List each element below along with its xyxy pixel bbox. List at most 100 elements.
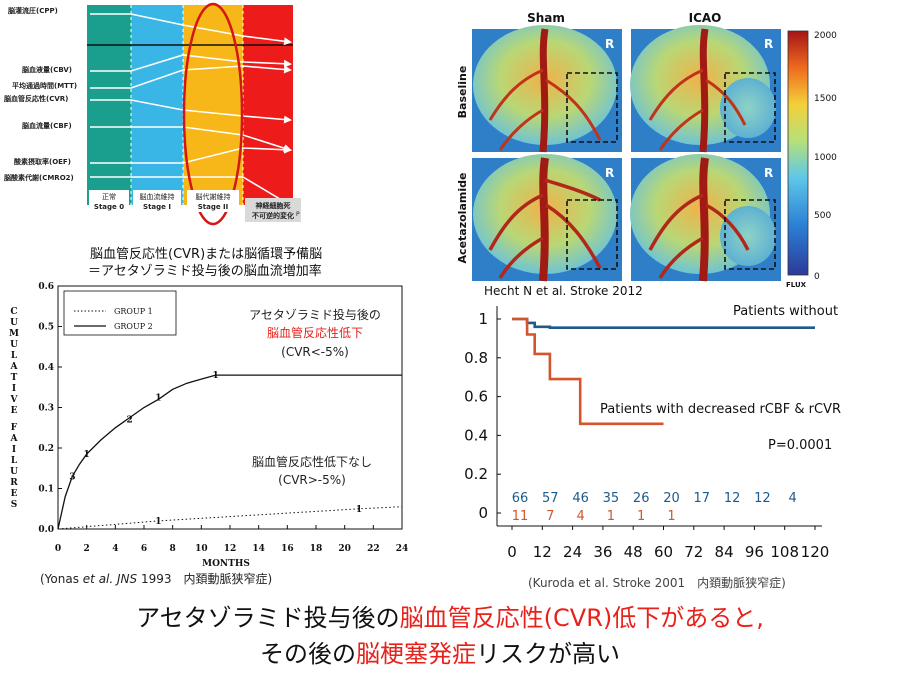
annotation-low-cvr-line2: 脳血管反応性低下 xyxy=(267,325,363,340)
cmro2-arrow xyxy=(90,176,292,207)
at-risk-without-value: 12 xyxy=(754,491,771,506)
axis-end-label: P xyxy=(296,211,300,218)
stage3-label-box xyxy=(245,198,301,222)
stage2-label-line2: Stage II xyxy=(198,203,229,211)
flux-col-label-icao: ICAO xyxy=(689,11,722,25)
colorbar-tick: 500 xyxy=(814,211,831,221)
stage3-label-line2: 不可逆的変化 xyxy=(252,211,294,220)
param-label-cpp: 脳灌流圧(CPP) xyxy=(7,6,58,15)
y-tick-label: 0.8 xyxy=(464,349,488,367)
at-risk-with-value: 1 xyxy=(667,509,675,524)
legend: GROUP 1 GROUP 2 xyxy=(63,290,177,336)
parameter-arrows xyxy=(90,13,292,207)
at-risk-without-value: 57 xyxy=(542,491,559,506)
y-tick-label: 0.1 xyxy=(38,485,54,495)
series-line-group1 xyxy=(57,506,403,530)
series-line-group2 xyxy=(57,374,402,530)
param-label-cbf: 脳血流量(CBF) xyxy=(21,121,72,130)
y-tick-label: 1 xyxy=(478,310,488,328)
annotation-low-cvr-line3: (CVR<-5%) xyxy=(281,345,349,359)
y-tick-label: 0.3 xyxy=(38,404,54,414)
at-risk-without-value: 4 xyxy=(789,491,797,506)
stage3-label-line1: 神経細胞死 xyxy=(256,201,291,210)
oef-arrow xyxy=(90,145,292,164)
cvr-definition-line1: 脳血管反応性(CVR)または脳循環予備脳 xyxy=(90,246,322,262)
colorbar-tick: 0 xyxy=(814,272,820,282)
at-risk-without-value: 12 xyxy=(724,491,741,506)
annotation-low-cvr-line1: アセタゾラミド投与後の xyxy=(249,307,381,322)
stage2-label-box xyxy=(187,190,239,212)
annotation-normal-line1: 脳血管反応性低下なし xyxy=(252,454,372,469)
at-risk-with-value: 1 xyxy=(637,509,645,524)
flux-map-icao-baseline: R xyxy=(630,25,781,153)
at-risk-without-value: 26 xyxy=(633,491,650,506)
stage2-label-line1: 脳代謝維持 xyxy=(196,192,231,201)
at-risk-with-value: 7 xyxy=(546,509,554,524)
flux-colorbar xyxy=(787,30,809,276)
x-tick-label: 12 xyxy=(224,544,237,554)
stage3-band xyxy=(243,5,293,205)
series-line-without xyxy=(512,317,815,329)
series-label-without: Patients without xyxy=(733,304,838,319)
x-tick-label: 120 xyxy=(801,543,830,561)
x-tick-label: 20 xyxy=(338,544,351,554)
event-mark-group2: 2 xyxy=(127,416,133,426)
flux-map-panel: Sham ICAO Baseline Acetazolamide R R xyxy=(456,11,837,298)
stage2-highlight-ellipse xyxy=(182,2,244,226)
stage1-label-line1: 脳血流維持 xyxy=(140,192,175,201)
x-tick-label: 96 xyxy=(745,543,764,561)
kuroda-event-free-chart: 00.20.40.60.81 0 12 24 36 48 60 72 84 96 108 120 P… xyxy=(464,304,841,590)
series-line-with xyxy=(512,317,664,426)
legend-label-group2: GROUP 2 xyxy=(114,322,153,331)
annotation-normal-line2: (CVR>-5%) xyxy=(278,473,346,487)
event-mark-group1: 1 xyxy=(356,505,362,515)
colorbar-tick: 1000 xyxy=(814,153,837,163)
legend-box xyxy=(63,290,177,336)
at-risk-without-value: 66 xyxy=(512,491,529,506)
x-axis-title: MONTHS xyxy=(202,559,250,569)
flux-row-label-baseline: Baseline xyxy=(456,66,469,119)
at-risk-without-value: 17 xyxy=(694,491,711,506)
x-tick-label: 72 xyxy=(684,543,703,561)
kuroda-citation: (Kuroda et al. Stroke 2001 内頚動脈狭窄症) xyxy=(528,575,786,590)
flux-citation: Hecht N et al. Stroke 2012 xyxy=(484,284,643,298)
x-tick-label: 24 xyxy=(396,544,409,554)
cpp-arrow xyxy=(90,13,292,46)
y-tick-label: 0.4 xyxy=(464,426,488,444)
stage0-label-line1: 正常 xyxy=(102,192,116,201)
mtt-arrow xyxy=(90,65,292,89)
x-tick-label: 108 xyxy=(770,543,799,561)
event-mark-group2: 3 xyxy=(69,472,75,482)
stage0-label-box xyxy=(89,190,129,212)
flux-map-sham-acetazolamide: R xyxy=(472,154,622,282)
y-tick-label: 0.4 xyxy=(38,363,54,373)
y-tick-label: 0.2 xyxy=(464,465,488,483)
flux-map-icao-acetazolamide: R xyxy=(630,154,781,282)
stage0-label-line2: Stage 0 xyxy=(94,203,124,211)
x-tick-label: 8 xyxy=(170,544,176,554)
at-risk-without-value: 35 xyxy=(603,491,620,506)
x-tick-label: 12 xyxy=(533,543,552,561)
colorbar-label: FLUX xyxy=(786,281,807,289)
event-mark-group2: 1 xyxy=(84,450,90,460)
x-tick-label: 18 xyxy=(310,544,323,554)
p-value: P=0.0001 xyxy=(768,438,832,453)
side-marker: R xyxy=(764,37,773,51)
x-tick-label: 36 xyxy=(593,543,612,561)
y-tick-label: 0.6 xyxy=(464,388,488,406)
at-risk-with-value: 11 xyxy=(512,509,529,524)
x-tick-label: 24 xyxy=(563,543,582,561)
event-mark-group2: 1 xyxy=(155,393,161,403)
y-tick-label: 0.6 xyxy=(38,282,54,292)
x-tick-label: 4 xyxy=(112,544,118,554)
stage-diagram: 脳灌流圧(CPP) 脳血液量(CBV) 平均通過時間(MTT) 脳血管反応性(C… xyxy=(3,2,301,226)
legend-label-group1: GROUP 1 xyxy=(114,307,153,316)
at-risk-without-value: 20 xyxy=(663,491,680,506)
param-label-cvr: 脳血管反応性(CVR) xyxy=(3,94,68,103)
at-risk-with-value: 4 xyxy=(576,509,584,524)
x-tick-label: 10 xyxy=(195,544,208,554)
conclusion-line2: その後の脳梗塞発症リスクが高い xyxy=(260,640,620,668)
y-tick-label: 0 xyxy=(478,504,488,522)
